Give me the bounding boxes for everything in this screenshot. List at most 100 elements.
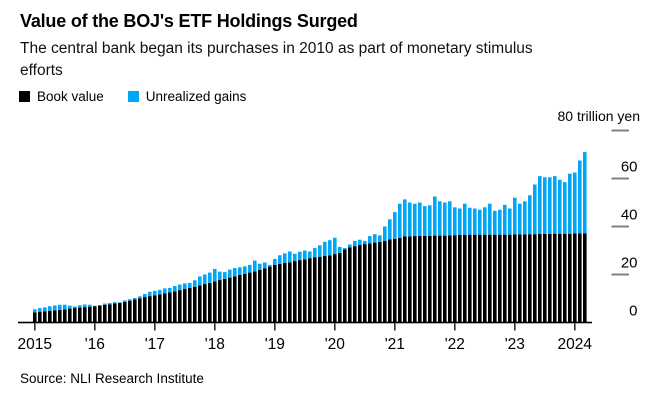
bar-book-value xyxy=(383,240,387,323)
bar-unrealized-gains xyxy=(258,263,262,270)
bar-unrealized-gains xyxy=(38,308,42,312)
bar-unrealized-gains xyxy=(173,286,177,292)
bar-book-value xyxy=(483,234,487,323)
bar-book-value xyxy=(338,252,342,323)
bar-book-value xyxy=(538,233,542,323)
bar-book-value xyxy=(223,278,227,323)
y-tick-label: 0 xyxy=(629,303,637,320)
bar-unrealized-gains xyxy=(313,248,317,258)
bar-book-value xyxy=(458,234,462,323)
bar-book-value xyxy=(133,299,137,323)
bar-unrealized-gains xyxy=(48,306,52,311)
bar-book-value xyxy=(108,304,112,323)
bar-book-value xyxy=(48,310,52,323)
bar-book-value xyxy=(333,254,337,323)
bar-unrealized-gains xyxy=(58,304,62,310)
x-tick-label: '16 xyxy=(85,336,105,353)
bar-unrealized-gains xyxy=(398,203,402,239)
bar-unrealized-gains xyxy=(138,296,142,299)
bar-book-value xyxy=(93,306,97,323)
bar-unrealized-gains xyxy=(358,239,362,245)
bar-book-value xyxy=(303,259,307,323)
bar-unrealized-gains xyxy=(583,152,587,234)
bar-book-value xyxy=(33,312,37,323)
x-tick-label: '21 xyxy=(385,336,405,353)
bar-book-value xyxy=(283,262,287,323)
bar-unrealized-gains xyxy=(128,299,132,301)
x-tick-mark xyxy=(214,323,216,331)
bar-book-value xyxy=(558,233,562,323)
bar-unrealized-gains xyxy=(383,226,387,241)
bar-book-value xyxy=(128,300,132,323)
bar-unrealized-gains xyxy=(463,203,467,235)
bar-unrealized-gains xyxy=(298,251,302,261)
bar-book-value xyxy=(423,235,427,323)
bar-book-value xyxy=(428,235,432,323)
bar-unrealized-gains xyxy=(453,207,457,236)
bar-unrealized-gains xyxy=(468,207,472,235)
bar-unrealized-gains xyxy=(213,268,217,282)
x-tick-mark xyxy=(274,323,276,331)
bar-unrealized-gains xyxy=(448,201,452,236)
bar-unrealized-gains xyxy=(353,240,357,247)
bar-unrealized-gains xyxy=(493,210,497,235)
bar-unrealized-gains xyxy=(413,203,417,237)
bar-book-value xyxy=(253,271,257,323)
bar-unrealized-gains xyxy=(278,255,282,264)
bar-unrealized-gains xyxy=(143,293,147,298)
bar-unrealized-gains xyxy=(153,290,157,296)
bar-book-value xyxy=(578,233,582,323)
bar-book-value xyxy=(413,236,417,323)
bar-unrealized-gains xyxy=(338,246,342,253)
x-tick-mark xyxy=(574,323,576,331)
bar-unrealized-gains xyxy=(183,283,187,289)
bar-unrealized-gains xyxy=(248,264,252,273)
x-tick-label: '20 xyxy=(325,336,346,353)
bar-book-value xyxy=(233,276,237,323)
bar-unrealized-gains xyxy=(308,251,312,259)
bar-book-value xyxy=(408,236,412,323)
bar-unrealized-gains xyxy=(368,236,372,244)
bar-unrealized-gains xyxy=(528,195,532,235)
bar-book-value xyxy=(183,288,187,323)
bar-book-value xyxy=(273,264,277,323)
x-tick-mark xyxy=(334,323,336,331)
bar-unrealized-gains xyxy=(73,306,77,309)
bar-book-value xyxy=(163,293,167,323)
bar-book-value xyxy=(533,234,537,323)
bar-book-value xyxy=(453,235,457,323)
bar-unrealized-gains xyxy=(523,201,527,235)
y-tick-label: 60 xyxy=(621,159,638,176)
bar-unrealized-gains xyxy=(563,182,567,234)
bar-unrealized-gains xyxy=(63,304,67,310)
bar-book-value xyxy=(193,286,197,323)
x-tick-mark xyxy=(154,323,156,331)
bar-unrealized-gains xyxy=(423,206,427,236)
bar-unrealized-gains xyxy=(333,237,337,255)
bar-book-value xyxy=(148,296,152,323)
bar-book-value xyxy=(173,291,177,323)
bar-unrealized-gains xyxy=(263,262,267,269)
bar-unrealized-gains xyxy=(33,309,37,313)
bar-unrealized-gains xyxy=(53,305,57,311)
bar-book-value xyxy=(403,236,407,323)
bar-unrealized-gains xyxy=(363,240,367,245)
bar-unrealized-gains xyxy=(438,201,442,236)
bar-book-value xyxy=(433,235,437,323)
bar-unrealized-gains xyxy=(513,197,517,235)
y-tick-label: 40 xyxy=(621,207,638,224)
bar-book-value xyxy=(448,235,452,323)
bar-book-value xyxy=(118,302,122,323)
bar-book-value xyxy=(523,234,527,323)
bar-unrealized-gains xyxy=(163,288,167,294)
bar-book-value xyxy=(168,292,172,323)
bar-book-value xyxy=(548,233,552,323)
bar-unrealized-gains xyxy=(403,199,407,237)
bar-unrealized-gains xyxy=(428,205,432,236)
bar-book-value xyxy=(368,243,372,323)
bar-book-value xyxy=(38,311,42,323)
bar-book-value xyxy=(363,244,367,323)
bar-unrealized-gains xyxy=(88,304,92,307)
bar-unrealized-gains xyxy=(223,272,227,279)
